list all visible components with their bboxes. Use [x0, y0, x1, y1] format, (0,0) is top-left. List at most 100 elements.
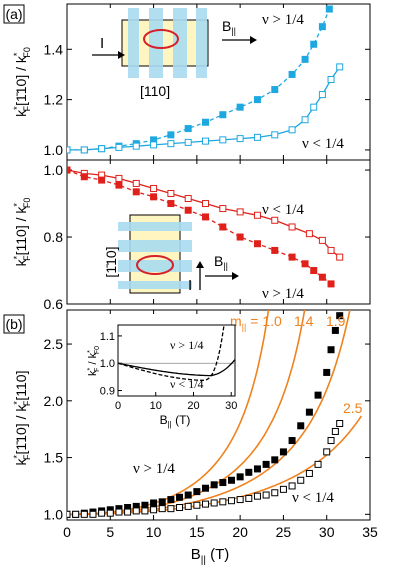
data-point: [271, 86, 279, 94]
data-point: [327, 280, 335, 288]
data-point: [184, 125, 192, 133]
data-point: [327, 346, 335, 354]
inset-ytick-label: 1.1: [100, 331, 115, 343]
fit-label-m2: 1.4: [294, 313, 314, 329]
data-point: [210, 499, 218, 507]
panel-b-frame: [66, 309, 371, 521]
data-point: [318, 236, 326, 244]
ytick-label: 0.8: [44, 229, 64, 245]
xtick-label: 10: [146, 524, 162, 540]
data-point: [72, 510, 80, 518]
data-point: [67, 146, 71, 154]
data-point: [288, 126, 296, 134]
data-point: [184, 491, 192, 499]
data-point: [132, 507, 140, 515]
inset-current-label-a: I: [100, 35, 104, 52]
panel-b: (b) k*F[1̄10] / k*F[110] 1.0 1.5 2.0 2.5 0 5…: [3, 309, 378, 566]
xtick-label: 30: [319, 524, 335, 540]
inset-xtick-label: 10: [150, 400, 162, 412]
data-point: [98, 145, 106, 153]
data-point: [80, 146, 88, 154]
data-point: [167, 505, 175, 513]
ytick-label: 1.5: [44, 450, 64, 466]
data-point: [193, 501, 201, 509]
data-point: [288, 437, 296, 445]
data-point: [158, 505, 166, 513]
data-point: [236, 135, 244, 143]
data-point: [227, 476, 235, 484]
inset-label-nu-gt: ν > 1/4: [170, 338, 204, 352]
inset-xtick-label: 0: [115, 400, 121, 412]
data-point: [141, 501, 149, 509]
data-point: [202, 213, 210, 221]
panel-a-bottom-ylabel: k*F[110] / k*F0: [12, 198, 32, 267]
panel-a-bottom-xticks: [66, 160, 371, 304]
ytick-label: 1.0: [44, 162, 64, 178]
inset-curve-nu-lt: [118, 359, 235, 377]
data-point: [262, 460, 270, 468]
data-point: [150, 193, 158, 201]
data-point: [150, 499, 158, 507]
data-point: [323, 368, 331, 376]
xtick-label: 15: [189, 524, 205, 540]
panel-a-top: (a) k*F[1̄10] / k*F0 1.0 1.2 1.4 I B|| [11…: [3, 3, 371, 161]
fit-label-m1: m|| = 1.0: [230, 313, 282, 332]
data-point: [288, 223, 296, 231]
legend-top-nu-gt: ν > 1/4: [262, 12, 304, 28]
ytick-label: 1.2: [44, 92, 64, 108]
panel-a-top-ylabel: k*F[1̄10] / k*F0: [12, 47, 32, 117]
inset-ytick-label: 1.0: [100, 358, 115, 370]
data-point: [253, 96, 261, 104]
data-point: [176, 493, 184, 501]
data-point: [253, 133, 261, 141]
xtick-label: 0: [63, 524, 71, 540]
data-point: [98, 176, 106, 184]
data-point: [327, 246, 335, 254]
inset-ylabel: k*F / k*F0: [87, 346, 101, 376]
data-point: [236, 473, 244, 481]
data-point: [184, 195, 192, 203]
inset-label-nu-lt: ν < 1/4: [170, 377, 204, 391]
data-point: [202, 500, 210, 508]
inset-curve-nu-gt: [118, 325, 225, 381]
data-point: [245, 494, 253, 502]
data-point: [167, 200, 175, 208]
panel-b-xticks: 0 5 10 15 20 25 30 35: [63, 310, 378, 540]
data-point: [271, 489, 279, 497]
inset-field-label-b: B||: [214, 253, 228, 271]
xtick-label: 35: [362, 524, 378, 540]
data-point: [132, 179, 140, 187]
inset-frame: [117, 324, 236, 397]
panel-b-yticks: 1.0 1.5 2.0 2.5: [44, 336, 370, 522]
data-point: [305, 230, 313, 238]
inset-ytick-label: 0.9: [100, 386, 115, 398]
data-point: [301, 260, 309, 268]
data-point: [227, 497, 235, 505]
legend-mid-nu-gt: ν > 1/4: [262, 286, 304, 302]
fit-label-m3: 1.9: [326, 313, 346, 329]
data-point: [219, 498, 227, 506]
data-point: [80, 510, 88, 518]
inset-direction-label-b: [1̄10]: [103, 246, 119, 277]
ytick-label: 1.4: [44, 41, 64, 57]
data-point: [236, 103, 244, 111]
xtick-label: 5: [106, 524, 114, 540]
inset-xtick-label: 30: [225, 400, 237, 412]
data-point: [150, 184, 158, 192]
data-point: [331, 427, 339, 435]
data-point: [184, 502, 192, 510]
data-point: [301, 55, 309, 63]
data-point: [141, 507, 149, 515]
data-point: [310, 40, 318, 48]
data-point: [89, 510, 97, 518]
data-point: [115, 508, 123, 516]
data-point: [236, 233, 244, 241]
data-point: [271, 456, 279, 464]
inset-xlabel: B|| (T): [160, 413, 191, 429]
data-point: [305, 469, 313, 477]
panel-label-b-box: (b): [3, 314, 25, 334]
inset-direction-label-a: [110]: [140, 83, 170, 99]
data-point: [167, 496, 175, 504]
data-point: [279, 448, 287, 456]
